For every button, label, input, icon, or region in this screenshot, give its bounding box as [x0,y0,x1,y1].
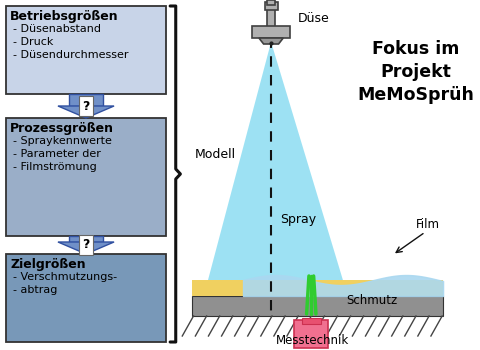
Bar [294,320,328,348]
Bar [192,296,443,316]
Text: Modell: Modell [194,148,236,161]
Bar [6,118,167,236]
Text: Düse: Düse [297,12,329,25]
Text: Schmutz: Schmutz [346,294,397,308]
Text: Film: Film [416,218,440,231]
Bar [69,94,103,106]
Text: Spray: Spray [280,214,316,226]
Bar [69,236,103,242]
Text: Prozessgrößen: Prozessgrößen [10,122,114,135]
Bar [192,280,443,296]
Text: - Spraykennwerte: - Spraykennwerte [13,136,112,146]
Polygon shape [204,42,348,296]
Text: ?: ? [82,99,90,112]
Text: - abtrag: - abtrag [13,285,58,295]
Text: - Düsendurchmesser: - Düsendurchmesser [13,50,129,60]
Text: Messtechnik: Messtechnik [276,334,349,346]
Text: - Filmströmung: - Filmströmung [13,162,97,172]
Bar [6,6,167,94]
Polygon shape [58,106,114,118]
Bar [267,6,275,28]
Text: ?: ? [82,238,90,252]
Text: Zielgrößen: Zielgrößen [10,258,86,271]
Text: - Parameter der: - Parameter der [13,149,101,159]
Bar [6,254,167,342]
Polygon shape [259,38,283,44]
Polygon shape [58,242,114,254]
Text: Betriebsgrößen: Betriebsgrößen [10,10,119,23]
Text: - Verschmutzungs-: - Verschmutzungs- [13,272,117,282]
Text: Fokus im
Projekt
MeMoSprüh: Fokus im Projekt MeMoSprüh [358,40,474,104]
Bar [264,2,277,10]
Bar [267,0,275,5]
Text: - Düsenabstand: - Düsenabstand [13,24,101,34]
Text: - Druck: - Druck [13,37,53,47]
Bar [302,318,321,324]
Bar [252,26,290,38]
